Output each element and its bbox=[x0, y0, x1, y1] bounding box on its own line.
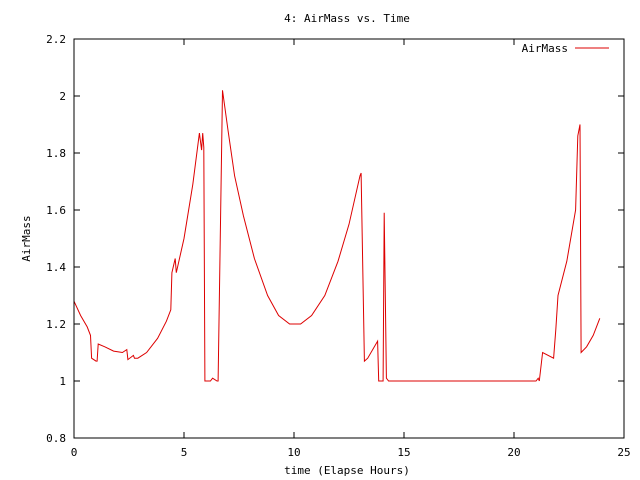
y-tick-label: 1.4 bbox=[46, 261, 66, 274]
plot-frame bbox=[73, 38, 625, 439]
y-tick-label: 1.6 bbox=[46, 204, 66, 217]
x-tick-label: 10 bbox=[287, 446, 300, 459]
x-tick-label: 20 bbox=[507, 446, 520, 459]
y-axis-ticks: 0.8 1 1.2 1.4 1.6 1.8 2 2.2 bbox=[46, 33, 624, 445]
x-axis-ticks: 0 5 10 15 20 25 bbox=[71, 39, 631, 459]
legend-label-airmass: AirMass bbox=[522, 42, 568, 55]
x-tick-label: 15 bbox=[397, 446, 410, 459]
legend: AirMass bbox=[522, 42, 609, 55]
chart-title: 4: AirMass vs. Time bbox=[284, 12, 410, 25]
x-tick-label: 5 bbox=[181, 446, 188, 459]
y-axis-label: AirMass bbox=[20, 215, 33, 261]
y-tick-label: 2.2 bbox=[46, 33, 66, 46]
y-tick-label: 1.8 bbox=[46, 147, 66, 160]
series-line-airmass bbox=[73, 90, 601, 382]
x-axis-label: time (Elapse Hours) bbox=[284, 464, 410, 477]
y-tick-label: 0.8 bbox=[46, 432, 66, 445]
y-tick-label: 1.2 bbox=[46, 318, 66, 331]
y-tick-label: 1 bbox=[59, 375, 66, 388]
y-tick-label: 2 bbox=[59, 90, 66, 103]
x-tick-label: 25 bbox=[617, 446, 630, 459]
x-tick-label: 0 bbox=[71, 446, 78, 459]
